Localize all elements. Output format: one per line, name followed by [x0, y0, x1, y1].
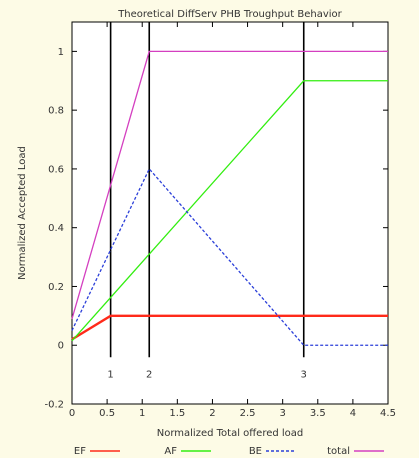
y-tick-label: 0 [58, 341, 64, 352]
legend-label-be: BE [249, 446, 262, 457]
marker-label: 3 [301, 370, 307, 381]
series-layer [71, 50, 388, 346]
legend-label-ef: EF [74, 446, 86, 457]
y-axis-label: Normalized Accepted Load [17, 146, 28, 280]
x-tick-label: 3 [279, 408, 285, 419]
y-tick-label: 0.6 [48, 164, 64, 175]
marker-label: 1 [107, 370, 113, 381]
series-line-be [71, 167, 388, 346]
x-tick-label: 2 [209, 408, 215, 419]
y-tick-label: 0.2 [48, 282, 64, 293]
series-line-ef [71, 314, 388, 341]
legend-label-total: total [327, 446, 350, 457]
x-tick-label: 4.5 [380, 408, 396, 419]
x-tick-label: 2.5 [240, 408, 256, 419]
plot-area [71, 21, 389, 405]
y-tick-label: -0.2 [44, 400, 64, 411]
marker-label: 2 [146, 370, 152, 381]
x-tick-label: 4 [350, 408, 356, 419]
legend-label-af: AF [164, 446, 177, 457]
markers-layer: 1 2 3 [107, 22, 307, 381]
series-line-total [71, 50, 388, 319]
y-tick-label: 1 [58, 47, 64, 58]
legend: EF AF BE total [74, 446, 384, 457]
x-tick-label: 1 [139, 408, 145, 419]
x-tick-label: 1.5 [169, 408, 185, 419]
chart-title: Theoretical DiffServ PHB Troughput Behav… [117, 9, 342, 20]
y-tick-label: 0.8 [48, 106, 64, 117]
x-tick-label: 3.5 [310, 408, 326, 419]
y-tick-label: 0.4 [48, 223, 64, 234]
x-tick-label: 0 [69, 408, 75, 419]
x-tick-label: 0.5 [99, 408, 115, 419]
series-line-af [71, 80, 388, 342]
ticks-layer: 0 0.5 1 1.5 2 2.5 3 3.5 4 4.5 -0.2 0 0.2 0.4 0.6 0.8 1 [44, 22, 396, 419]
x-axis-label: Normalized Total offered load [157, 428, 304, 439]
